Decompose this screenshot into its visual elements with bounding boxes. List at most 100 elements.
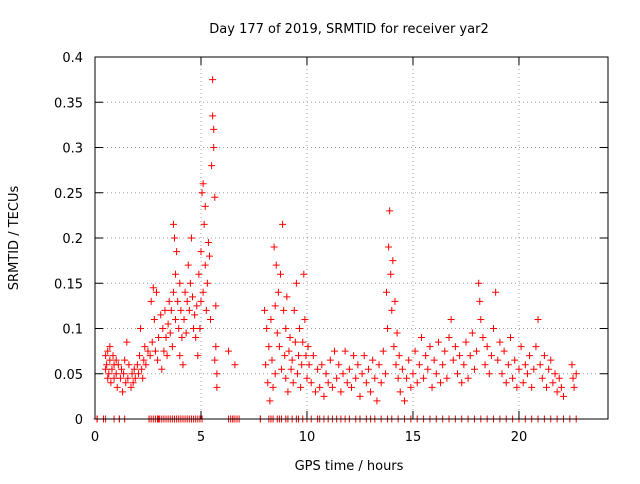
data-point [311,388,319,396]
data-point [138,365,146,373]
data-point [117,365,125,373]
y-tick-label: 0 [75,413,83,428]
data-point [180,315,188,323]
data-point [211,356,219,364]
data-point [128,370,136,378]
data-point [352,374,360,382]
data-point [391,297,399,305]
data-point [207,315,215,323]
data-point [466,352,474,360]
data-point [210,144,218,151]
data-point [196,325,204,332]
data-point [173,248,181,256]
data-point [320,392,328,400]
data-point [124,374,132,382]
data-point [276,270,284,278]
data-point [555,374,563,382]
data-point [104,374,112,382]
data-point [212,302,220,310]
data-point [549,379,557,387]
data-point [279,220,287,228]
data-point [532,343,540,351]
data-point [168,343,176,351]
data-point [194,352,202,360]
data-point [102,365,110,373]
data-point [287,365,295,373]
data-point [523,370,531,378]
data-point [112,356,120,364]
data-point [176,352,184,360]
data-point [114,361,122,369]
data-point [174,297,182,305]
data-point [348,383,355,391]
data-point [538,374,546,382]
data-point [386,207,394,215]
data-point [169,220,177,228]
data-point [398,365,406,373]
x-axis-label: GPS time / hours [295,459,404,474]
data-point [476,297,484,305]
data-point [282,374,290,382]
data-point [405,356,413,364]
data-point [559,392,567,400]
data-point [333,374,341,382]
data-point [262,361,270,369]
data-point [409,370,417,378]
data-point [125,361,133,369]
data-point [184,261,192,269]
data-point [175,325,183,332]
data-point [430,356,438,364]
tick-labels: 0 0.05 0.1 0.15 0.2 0.25 0.3 0.35 0.4 0 5 10 15 20 [54,51,527,445]
data-point [395,352,403,360]
data-point [107,379,115,387]
data-point [149,284,157,292]
data-point [356,392,364,400]
data-point [133,361,141,369]
data-point [283,293,291,301]
data-point [271,302,279,310]
data-point [165,297,173,305]
data-point [528,383,536,391]
data-point [164,320,172,328]
data-point [517,343,525,351]
data-point [152,288,160,296]
data-point [261,306,269,314]
data-point [382,288,390,296]
data-points [93,76,580,423]
data-point [268,356,276,364]
data-point [411,347,419,355]
data-point [494,356,502,364]
data-point [360,352,368,360]
data-point [131,374,139,382]
data-point [147,297,155,305]
data-point [197,297,205,305]
data-point [110,374,118,382]
data-point [140,356,148,364]
data-point [209,76,217,84]
data-point [396,388,404,396]
data-point [316,383,324,391]
data-point [456,352,464,360]
data-point [513,383,521,391]
data-point [172,270,180,278]
data-point [303,374,311,382]
data-point [278,365,286,373]
data-point [212,343,220,351]
data-point [299,338,307,346]
data-point [112,370,120,378]
data-point [328,383,336,391]
data-point [475,279,483,287]
data-point [490,325,498,332]
y-tick-label: 0.3 [62,142,83,157]
data-point [199,180,207,188]
data-point [485,370,493,378]
data-point [415,361,423,369]
data-point [439,361,447,369]
data-point [345,365,353,373]
data-point [479,334,487,342]
data-point [155,334,163,342]
data-point [422,352,430,360]
data-point [292,279,300,287]
data-point [502,379,510,387]
y-tick-label: 0.05 [54,368,83,383]
